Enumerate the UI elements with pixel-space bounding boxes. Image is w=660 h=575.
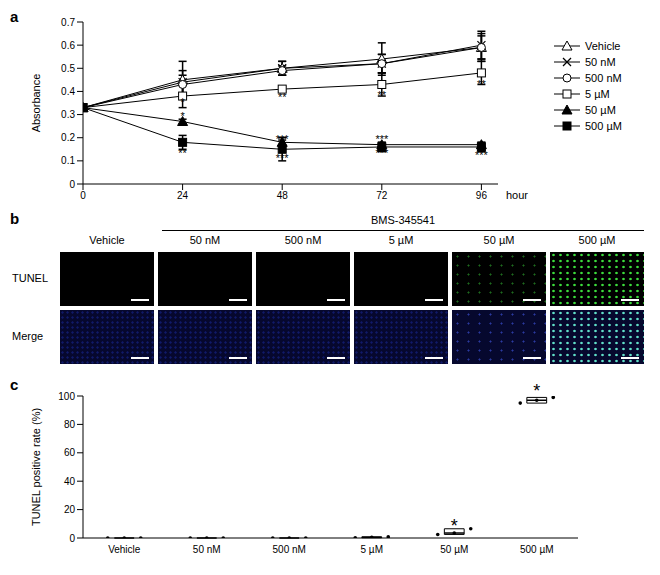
html-text:500 µM: 500 µM <box>585 120 622 132</box>
html-text:Vehicle: Vehicle <box>585 40 621 52</box>
svg-text:0: 0 <box>80 190 86 201</box>
html-text:c: c <box>10 376 19 393</box>
svg-text:hour: hour <box>506 189 528 201</box>
svg-text:0.4: 0.4 <box>61 86 75 97</box>
svg-text:0.1: 0.1 <box>61 155 75 166</box>
svg-text:0.2: 0.2 <box>61 132 75 143</box>
html-text:Vehicle: Vehicle <box>89 234 125 246</box>
svg-text:**: ** <box>278 91 287 103</box>
svg-text:*: * <box>451 516 458 536</box>
html-text:500 µM: 500 µM <box>578 234 616 246</box>
svg-text:20: 20 <box>64 504 76 515</box>
svg-text:48: 48 <box>277 190 289 201</box>
svg-text:24: 24 <box>177 190 189 201</box>
svg-text:0.3: 0.3 <box>61 109 75 120</box>
svg-text:**: ** <box>477 78 486 90</box>
svg-text:Vehicle: Vehicle <box>108 544 141 555</box>
html-text:500 nM: 500 nM <box>284 234 322 246</box>
svg-text:***: *** <box>276 152 290 164</box>
svg-text:*: * <box>180 96 185 108</box>
svg-text:0.6: 0.6 <box>61 40 75 51</box>
svg-text:40: 40 <box>64 476 76 487</box>
svg-text:5 µM: 5 µM <box>361 544 383 555</box>
html-text:b: b <box>10 210 20 227</box>
svg-text:TUNEL positive rate (%): TUNEL positive rate (%) <box>30 408 42 526</box>
html-text:50 µM: 50 µM <box>585 104 616 116</box>
html-text:50 nM: 50 nM <box>189 234 221 246</box>
svg-text:0.7: 0.7 <box>61 17 75 28</box>
html-text:5 µM: 5 µM <box>585 88 610 100</box>
svg-text:50 µM: 50 µM <box>440 544 468 555</box>
html-text:BMS-345541: BMS-345541 <box>370 214 436 226</box>
svg-text:0: 0 <box>69 533 75 544</box>
svg-text:0.5: 0.5 <box>61 63 75 74</box>
html-text:500 nM: 500 nM <box>585 72 622 84</box>
svg-text:**: ** <box>178 147 187 159</box>
html-text:5 µM: 5 µM <box>388 234 414 246</box>
svg-text:60: 60 <box>64 447 76 458</box>
svg-text:0: 0 <box>69 179 75 190</box>
svg-text:***: *** <box>276 133 290 145</box>
svg-text:500 nM: 500 nM <box>273 544 306 555</box>
html-text:50 nM: 50 nM <box>585 56 616 68</box>
html-text:50 µM: 50 µM <box>483 234 515 246</box>
svg-text:100: 100 <box>58 391 75 402</box>
svg-text:**: ** <box>378 89 387 101</box>
svg-text:***: *** <box>375 133 389 145</box>
html-text:a: a <box>10 8 19 25</box>
svg-text:50 nM: 50 nM <box>193 544 221 555</box>
svg-text:*: * <box>533 381 540 401</box>
svg-text:Absorbance: Absorbance <box>30 74 42 133</box>
svg-text:500 µM: 500 µM <box>520 544 554 555</box>
svg-text:***: *** <box>475 149 489 161</box>
svg-text:80: 80 <box>64 419 76 430</box>
svg-text:72: 72 <box>376 190 388 201</box>
svg-text:*: * <box>180 110 185 122</box>
svg-text:***: *** <box>375 147 389 159</box>
svg-text:96: 96 <box>476 190 488 201</box>
html-text:Merge: Merge <box>12 330 44 342</box>
html-text:TUNEL: TUNEL <box>12 272 49 284</box>
